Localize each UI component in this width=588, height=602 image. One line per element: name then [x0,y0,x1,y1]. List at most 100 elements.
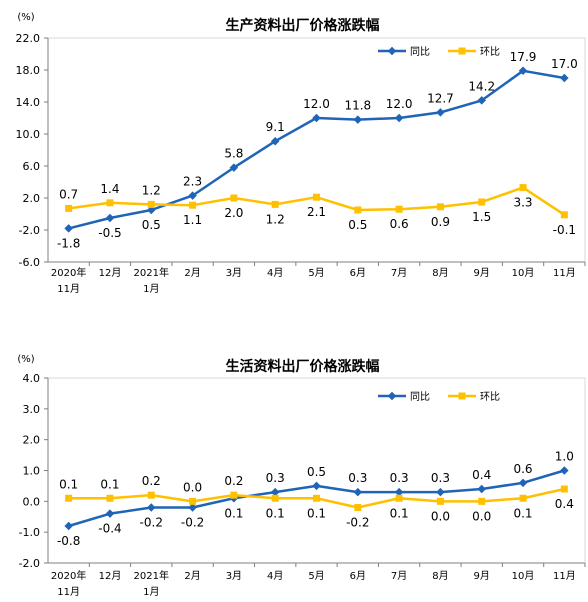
y-tick-label: 14.0 [16,96,41,109]
data-label-mom: 0.1 [390,506,409,520]
x-tick-label: 12月 [99,570,122,582]
x-tick-label-line: 11月 [57,283,80,295]
data-point-yoy [477,484,486,494]
x-tick-label: 10月 [512,267,535,279]
data-point-mom [436,497,444,505]
x-tick-label-line: 11月 [553,570,576,582]
data-point-yoy [188,191,197,200]
x-tick-label-line: 6月 [350,570,366,582]
data-label-mom: 0.1 [100,477,119,491]
data-label-yoy: 0.3 [348,471,367,485]
data-label-yoy: -1.8 [57,236,80,250]
x-tick-label-line: 2020年 [51,569,86,582]
data-label-yoy: 12.0 [386,97,413,111]
x-tick-label-line: 9月 [474,570,490,582]
legend-marker-yoy [387,46,397,56]
x-tick-label: 4月 [267,267,283,279]
x-tick-label-line: 12月 [99,267,122,279]
data-label-yoy: 0.1 [224,506,243,520]
y-tick-label: 10.0 [16,128,41,141]
legend-label-mom: 环比 [480,46,500,58]
data-label-mom: 0.1 [59,477,78,491]
data-point-mom [478,497,486,505]
legend-marker-mom [458,392,466,400]
x-tick-label-line: 10月 [512,570,535,582]
x-tick-label-line: 11月 [57,586,80,598]
data-label-mom: 0.1 [513,506,532,520]
data-label-yoy: 17.0 [551,57,578,71]
data-label-yoy: 2.3 [183,175,202,189]
y-tick-label: -6.0 [19,256,40,269]
data-label-mom: 2.1 [307,205,326,219]
x-tick-label-line: 7月 [391,267,407,279]
data-label-mom: 1.4 [100,182,119,196]
y-axis-unit: (%) [17,12,34,23]
data-label-mom: 1.2 [142,183,161,197]
x-tick-label: 2020年 11月 [51,569,86,598]
data-point-yoy [312,113,321,123]
x-tick-label: 10月 [512,570,535,582]
x-tick-label-line: 11月 [553,267,576,279]
x-tick-label: 11月 [553,267,576,279]
data-label-mom: 0.7 [59,187,78,201]
x-tick-label-line: 5月 [308,267,324,279]
data-label-yoy: 0.4 [472,468,491,482]
data-point-yoy [353,115,363,124]
data-point-yoy [394,113,404,123]
data-point-mom [560,211,568,219]
data-point-yoy [270,487,280,497]
y-tick-label: 22.0 [16,32,41,45]
y-axis-unit: (%) [17,354,34,365]
y-tick-label: 0.0 [23,495,41,508]
data-label-mom: 2.0 [224,206,243,220]
x-tick-label: 7月 [391,570,407,582]
data-point-yoy [477,96,486,105]
x-tick-label: 6月 [350,267,366,279]
data-point-mom [436,203,444,211]
data-point-mom [271,200,279,208]
x-tick-label-line: 1月 [143,283,159,295]
data-label-mom: 1.5 [472,210,491,224]
x-tick-label: 5月 [308,570,324,582]
x-tick-label-line: 3月 [226,570,242,582]
data-label-yoy: -0.5 [98,226,121,240]
producer-goods-chart: 生产资料出厂价格涨跌幅 (%) 22.0 18.0 14.0 10.0 6.0 2.0 -2.0… [16,12,586,295]
x-tick-label: 7月 [391,267,407,279]
x-tick-label-line: 8月 [432,570,448,582]
data-point-yoy [147,503,156,512]
data-point-yoy [436,487,445,497]
data-point-mom [478,198,486,206]
data-point-mom [395,205,403,213]
x-tick-label: 11月 [553,570,576,582]
y-tick-label: 2.0 [23,192,41,205]
data-label-mom: 0.2 [142,474,161,488]
x-tick-label: 2021年 1月 [134,266,169,295]
data-point-yoy [188,503,197,512]
data-label-yoy: 5.8 [224,147,243,161]
data-point-yoy [105,509,115,518]
data-point-yoy [64,521,73,531]
data-label-yoy: 12.0 [303,97,330,111]
data-point-mom [354,206,362,214]
data-point-yoy [64,224,73,233]
data-label-yoy: 0.3 [266,471,285,485]
x-tick-label: 9月 [474,267,490,279]
x-tick-label: 8月 [432,570,448,582]
data-point-mom [147,491,155,499]
data-label-mom: 3.3 [513,196,532,210]
data-label-mom: 0.0 [183,480,202,494]
data-label-mom: 0.9 [431,215,450,229]
x-tick-label-line: 2020年 [51,266,86,279]
x-tick-label-line: 7月 [391,570,407,582]
data-label-mom: 0.4 [555,497,574,511]
data-label-mom: 0.0 [472,509,491,523]
x-tick-label-line: 12月 [99,570,122,582]
data-point-mom [189,497,197,505]
legend-marker-yoy [387,391,397,401]
x-tick-label-line: 2月 [184,267,200,279]
legend-label-yoy: 同比 [410,46,430,58]
y-tick-label: 1.0 [23,465,41,478]
x-tick-label-line: 4月 [267,570,283,582]
x-tick-label-line: 2021年 [134,266,169,279]
